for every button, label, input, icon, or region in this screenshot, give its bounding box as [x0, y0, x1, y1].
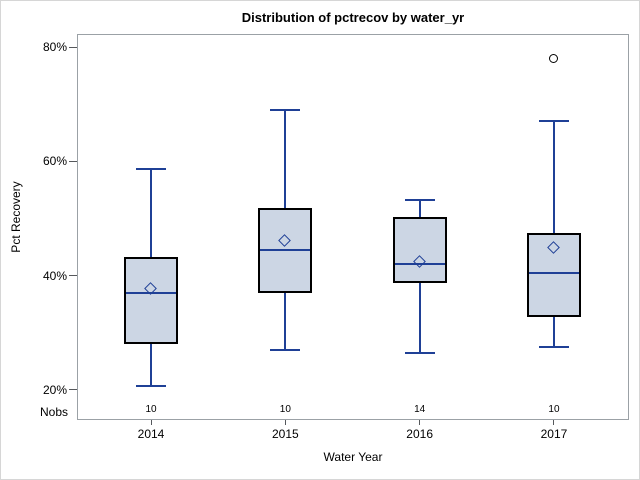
chart-title: Distribution of pctrecov by water_yr [241, 10, 465, 25]
box-median-line [394, 263, 445, 266]
y-tick [69, 46, 77, 48]
nobs-header-label: Nobs [39, 405, 68, 419]
box-iqr [526, 232, 581, 317]
y-tick-label: 40% [42, 268, 67, 283]
x-tick [150, 419, 152, 425]
x-tick [553, 419, 555, 425]
box-whisker-cap-bottom [404, 351, 435, 354]
y-tick-label: 60% [42, 154, 67, 169]
plot-frame [77, 34, 629, 420]
x-tick [284, 419, 286, 425]
nobs-value: 14 [414, 404, 426, 415]
y-axis-title: Pct Recovery [9, 181, 23, 253]
box-whisker-cap-bottom [136, 384, 166, 387]
box-whisker-cap-bottom [538, 345, 569, 348]
y-tick-label: 20% [42, 382, 67, 397]
y-tick [69, 389, 77, 391]
x-tick [419, 419, 421, 425]
box-whisker-cap-top [270, 108, 301, 111]
box-whisker-cap-bottom [270, 348, 301, 351]
x-tick-label: 2017 [540, 427, 568, 441]
box-outlier-point [548, 53, 558, 63]
x-tick-label: 2016 [406, 427, 433, 441]
box-whisker-cap-top [538, 120, 569, 123]
box-iqr [392, 216, 447, 283]
box-median-line [528, 272, 579, 275]
y-tick-label: 80% [42, 40, 67, 55]
x-tick-label: 2014 [137, 427, 165, 441]
x-tick-label: 2015 [271, 427, 299, 441]
box-median-line [260, 248, 311, 251]
box-median-line [126, 291, 176, 294]
nobs-value: 10 [548, 404, 560, 415]
y-tick [69, 275, 77, 277]
box-iqr [124, 257, 178, 345]
nobs-value: 10 [279, 404, 291, 415]
box-whisker-cap-top [404, 198, 435, 201]
box-whisker-cap-top [136, 168, 166, 171]
nobs-value: 10 [145, 404, 157, 415]
x-axis-title: Water Year [323, 450, 383, 464]
y-tick [69, 160, 77, 162]
